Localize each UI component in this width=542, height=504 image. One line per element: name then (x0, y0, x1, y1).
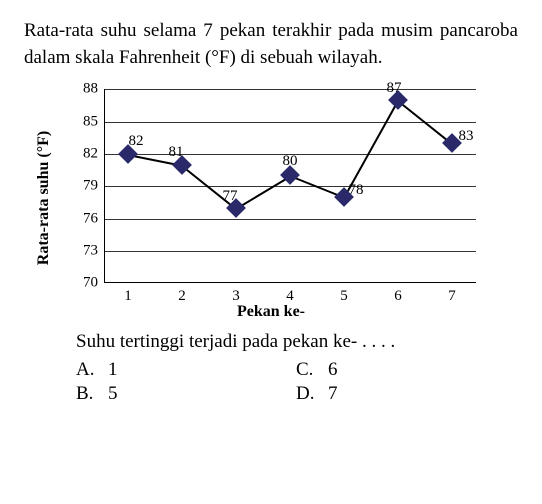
option-a: A. 1 (76, 359, 296, 381)
x-tick-label: 3 (232, 288, 240, 305)
data-label: 80 (283, 153, 298, 170)
x-tick-label: 2 (178, 288, 186, 305)
gridline (105, 122, 476, 123)
x-tick-label: 6 (394, 288, 402, 305)
x-tick-label: 5 (340, 288, 348, 305)
data-label: 87 (387, 80, 402, 97)
y-tick-label: 85 (74, 113, 98, 130)
question-text: Rata-rata suhu selama 7 pekan terakhir p… (24, 18, 518, 71)
option-letter: D. (296, 383, 328, 405)
data-label: 81 (169, 144, 184, 161)
option-letter: B. (76, 383, 108, 405)
option-b: B. 5 (76, 383, 296, 405)
y-tick-label: 82 (74, 145, 98, 162)
y-axis-label: Rata-rata suhu (°F) (35, 131, 53, 265)
data-label: 77 (223, 188, 238, 205)
option-value: 5 (108, 383, 118, 405)
gridline (105, 186, 476, 187)
option-value: 7 (328, 383, 338, 405)
data-label: 82 (129, 133, 144, 150)
option-value: 6 (328, 359, 338, 381)
option-letter: C. (296, 359, 328, 381)
x-tick-label: 7 (448, 288, 456, 305)
x-axis-label: Pekan ke- (237, 303, 305, 321)
data-label: 83 (459, 128, 474, 145)
option-c: C. 6 (296, 359, 338, 381)
x-tick-label: 1 (124, 288, 132, 305)
x-tick-label: 4 (286, 288, 294, 305)
option-value: 1 (108, 359, 118, 381)
y-tick-label: 79 (74, 178, 98, 195)
option-d: D. 7 (296, 383, 338, 405)
gridline (105, 251, 476, 252)
gridline (105, 219, 476, 220)
y-tick-label: 88 (74, 81, 98, 98)
line-chart: Rata-rata suhu (°F) Pekan ke- 7073767982… (56, 83, 486, 313)
followup-text: Suhu tertinggi terjadi pada pekan ke- . … (76, 331, 518, 353)
y-tick-label: 73 (74, 242, 98, 259)
answer-options: A. 1 C. 6 B. 5 D. 7 (76, 359, 518, 405)
option-letter: A. (76, 359, 108, 381)
y-tick-label: 76 (74, 210, 98, 227)
data-label: 78 (349, 182, 364, 199)
gridline (105, 89, 476, 90)
y-tick-label: 70 (74, 275, 98, 292)
